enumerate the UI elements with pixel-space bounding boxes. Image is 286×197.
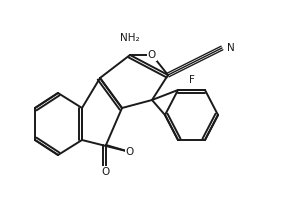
Text: F: F <box>189 75 195 85</box>
Text: NH₂: NH₂ <box>120 33 140 43</box>
Text: O: O <box>148 50 156 60</box>
Text: O: O <box>126 147 134 157</box>
Text: N: N <box>227 43 235 53</box>
Text: O: O <box>102 167 110 177</box>
